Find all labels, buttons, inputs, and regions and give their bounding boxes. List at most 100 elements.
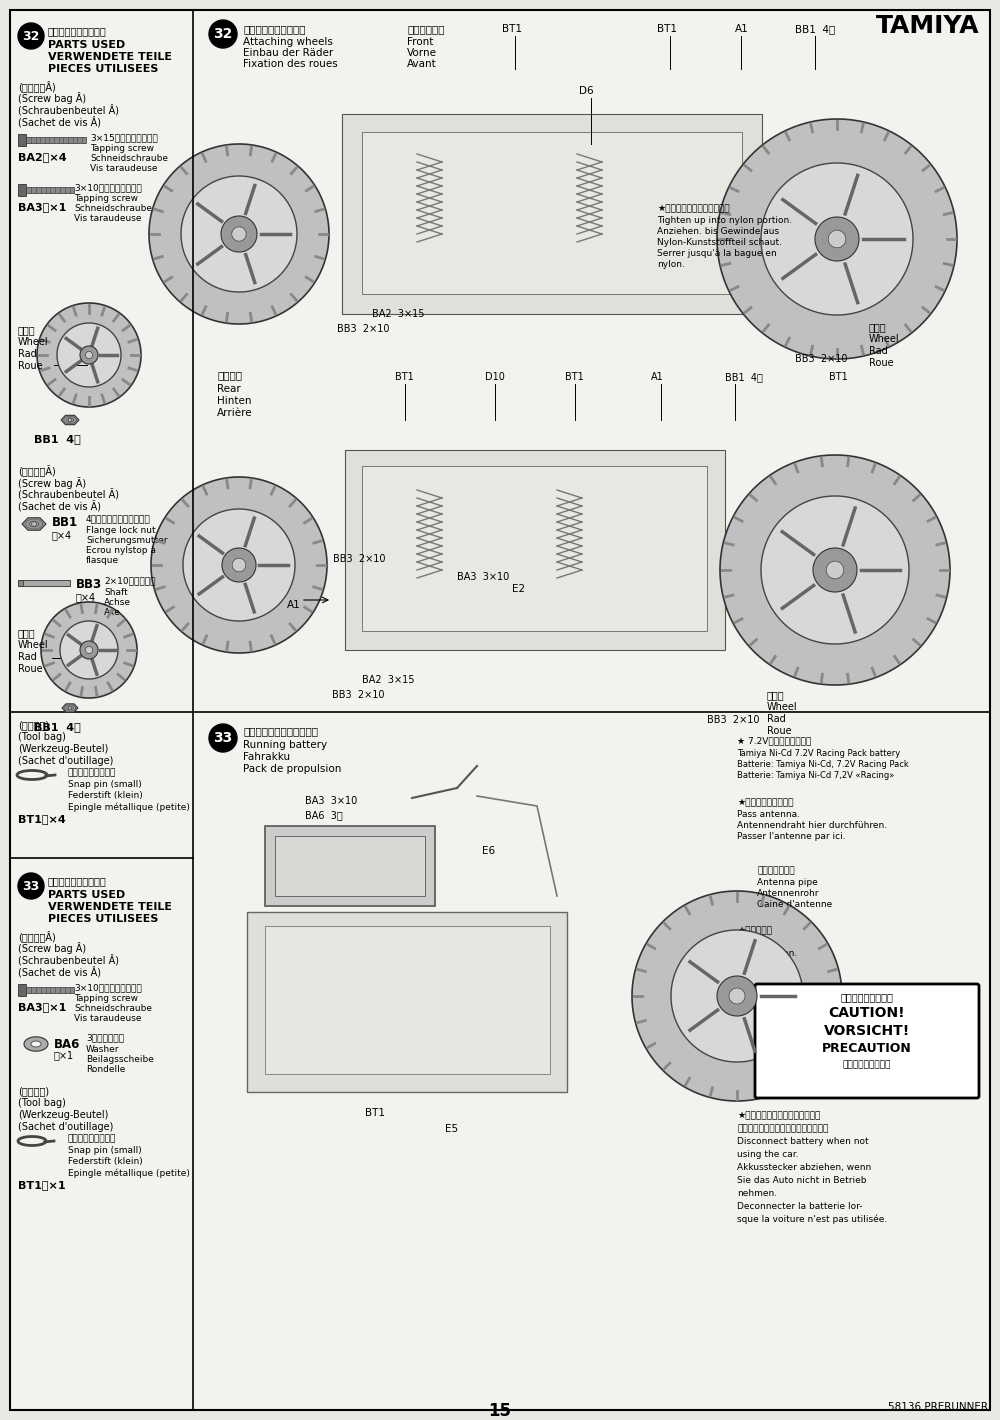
Text: Wheel: Wheel xyxy=(18,640,49,650)
Polygon shape xyxy=(826,561,844,579)
Text: Einbau der Räder: Einbau der Räder xyxy=(243,48,333,58)
Polygon shape xyxy=(181,176,297,293)
Bar xyxy=(247,912,567,1092)
Text: 4㎜フランジロックナット: 4㎜フランジロックナット xyxy=(86,514,151,523)
Polygon shape xyxy=(62,704,78,713)
Text: Roue: Roue xyxy=(767,726,792,736)
Text: BA2・×4: BA2・×4 xyxy=(18,152,67,162)
Text: (Screw bag Ã): (Screw bag Ã) xyxy=(18,477,86,488)
Polygon shape xyxy=(729,988,745,1004)
Text: Antennendraht hier durchführen.: Antennendraht hier durchführen. xyxy=(737,821,887,831)
Text: Fixation des roues: Fixation des roues xyxy=(243,60,338,70)
Polygon shape xyxy=(222,548,256,582)
Circle shape xyxy=(209,20,237,48)
Text: BT1・×4: BT1・×4 xyxy=(18,814,66,824)
Bar xyxy=(26,187,74,193)
Text: Pass antenna.: Pass antenna. xyxy=(737,809,800,819)
Text: (工具袋詰): (工具袋詰) xyxy=(18,1086,49,1096)
Text: 「走行バッテリーの搭載」: 「走行バッテリーの搭載」 xyxy=(243,726,318,736)
Bar xyxy=(26,138,86,143)
Text: (Screw bag Â): (Screw bag Â) xyxy=(18,92,86,104)
Text: 33: 33 xyxy=(22,879,40,893)
Polygon shape xyxy=(57,322,121,388)
Bar xyxy=(18,579,70,586)
Polygon shape xyxy=(37,302,141,408)
Circle shape xyxy=(32,521,36,527)
Polygon shape xyxy=(183,508,295,621)
Text: Schneidschraube: Schneidschraube xyxy=(74,204,152,213)
Text: Roue: Roue xyxy=(18,361,43,371)
Text: Tapping screw: Tapping screw xyxy=(74,994,138,1003)
Text: Vorne: Vorne xyxy=(407,48,437,58)
Polygon shape xyxy=(151,477,327,653)
Text: Beilagsscheibe: Beilagsscheibe xyxy=(86,1055,154,1064)
Polygon shape xyxy=(80,346,98,364)
Circle shape xyxy=(18,873,44,899)
Bar xyxy=(362,132,742,294)
Bar xyxy=(18,984,26,995)
Text: 33: 33 xyxy=(213,731,233,746)
Text: (Sachet de vis Â): (Sachet de vis Â) xyxy=(18,116,101,128)
Text: A1: A1 xyxy=(287,601,301,611)
Text: Achse: Achse xyxy=(104,598,131,606)
Text: Pack de propulsion: Pack de propulsion xyxy=(243,764,341,774)
Text: BT1: BT1 xyxy=(565,372,584,382)
Text: BB1  4㎜: BB1 4㎜ xyxy=(725,372,763,382)
Text: Federstift (klein): Federstift (klein) xyxy=(68,1157,143,1166)
Text: E6: E6 xyxy=(482,846,495,856)
Text: Federstift (klein): Federstift (klein) xyxy=(68,791,143,799)
Text: Antennenrohr: Antennenrohr xyxy=(757,889,820,897)
Text: Remove.: Remove. xyxy=(737,939,777,947)
Text: 「使用する小物金具」: 「使用する小物金具」 xyxy=(48,26,107,36)
Polygon shape xyxy=(828,230,846,248)
Text: 58136 PRERUNNER: 58136 PRERUNNER xyxy=(888,1402,988,1411)
Text: (Screw bag Â): (Screw bag Â) xyxy=(18,941,86,954)
Text: Serrer jusqu'à la bague en: Serrer jusqu'à la bague en xyxy=(657,248,777,258)
Polygon shape xyxy=(221,216,257,251)
Text: Schneidschraube: Schneidschraube xyxy=(90,153,168,163)
Polygon shape xyxy=(720,454,950,684)
Text: ★ナイロン部までしめ込む。: ★ナイロン部までしめ込む。 xyxy=(657,204,730,213)
Polygon shape xyxy=(41,602,137,699)
Text: 15: 15 xyxy=(488,1402,512,1420)
Text: BA3  3×10: BA3 3×10 xyxy=(457,572,509,582)
Text: BT1: BT1 xyxy=(829,372,848,382)
Circle shape xyxy=(18,23,44,50)
Text: タイヤ: タイヤ xyxy=(18,628,36,638)
Text: Rad: Rad xyxy=(869,346,888,356)
Text: Nylon-Kunststoffteil schaut.: Nylon-Kunststoffteil schaut. xyxy=(657,239,782,247)
Text: BB1  4㎜: BB1 4㎜ xyxy=(34,435,81,444)
Text: Schneidschraube: Schneidschraube xyxy=(74,1004,152,1012)
Text: スナップピン（小）: スナップピン（小） xyxy=(68,768,116,777)
Text: PARTS USED: PARTS USED xyxy=(48,40,125,50)
Text: Shaft: Shaft xyxy=(104,588,128,596)
Text: Abschneiden.: Abschneiden. xyxy=(737,949,798,959)
Text: Flange lock nut: Flange lock nut xyxy=(86,525,156,535)
Text: Fahrakku: Fahrakku xyxy=(243,753,290,763)
Text: (Sachet de vis Ã): (Sachet de vis Ã) xyxy=(18,501,101,513)
Text: sque la voiture n'est pas utilisée.: sque la voiture n'est pas utilisée. xyxy=(737,1216,887,1224)
Text: D10: D10 xyxy=(485,372,505,382)
Polygon shape xyxy=(632,890,842,1100)
Polygon shape xyxy=(717,976,757,1015)
Text: TAMIYA: TAMIYA xyxy=(876,14,980,38)
Text: スナップピン（小）: スナップピン（小） xyxy=(68,1135,116,1143)
Polygon shape xyxy=(24,1037,48,1051)
Text: VERWENDETE TEILE: VERWENDETE TEILE xyxy=(48,902,172,912)
Circle shape xyxy=(68,706,72,710)
Text: タイヤ: タイヤ xyxy=(767,690,785,700)
Polygon shape xyxy=(80,640,98,659)
Polygon shape xyxy=(61,415,79,425)
Bar xyxy=(342,114,762,314)
Text: E2: E2 xyxy=(512,584,525,594)
Text: D6: D6 xyxy=(579,87,594,97)
Text: Disconnect battery when not: Disconnect battery when not xyxy=(737,1137,869,1146)
Text: Enlever.: Enlever. xyxy=(737,960,773,968)
Bar xyxy=(265,926,550,1074)
Bar xyxy=(18,135,26,146)
Text: (Schraubenbeutel Â): (Schraubenbeutel Â) xyxy=(18,104,119,115)
Text: ・×4: ・×4 xyxy=(52,530,72,540)
Polygon shape xyxy=(815,217,859,261)
Text: Rad: Rad xyxy=(767,714,786,724)
Text: 「使用する小物金具」: 「使用する小物金具」 xyxy=(48,876,107,886)
